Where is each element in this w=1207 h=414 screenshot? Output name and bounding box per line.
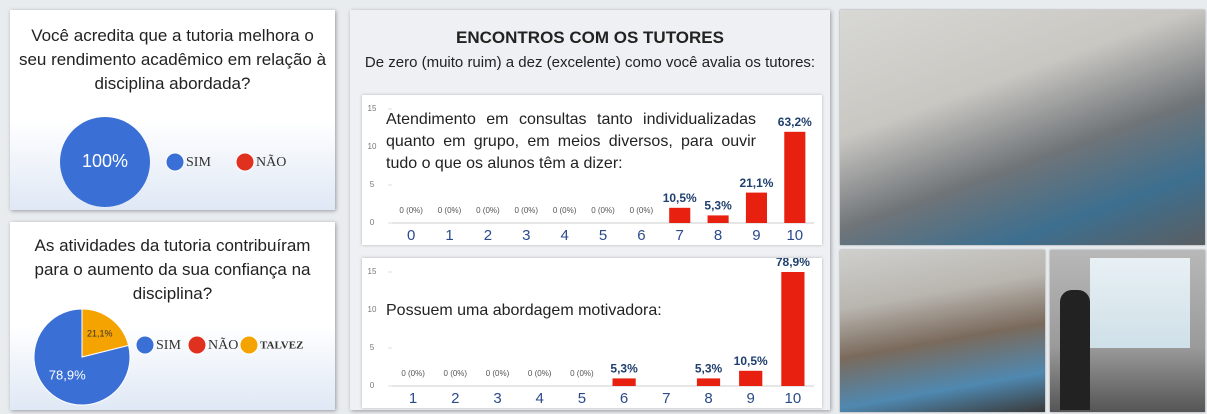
x-tick-label: 10	[785, 390, 802, 407]
annotation: Atendimento em consultas tanto individua…	[386, 111, 756, 172]
x-tick-label: 6	[620, 390, 628, 407]
x-tick-label: 9	[752, 227, 760, 244]
pie-chart: 78,9% SIM NÃO 21,1% TALVEZ	[33, 308, 303, 406]
legend-swatch	[135, 335, 155, 355]
pie-panel: As atividades da tutoria contribuíram pa…	[10, 222, 335, 410]
value-label: 0 (0%)	[476, 206, 500, 215]
person	[1060, 290, 1090, 410]
value-label: 78,9%	[49, 367, 86, 382]
x-tick-label: 3	[522, 227, 530, 244]
value-label: 0 (0%)	[514, 206, 538, 215]
x-tick-label: 5	[578, 390, 586, 407]
value-label: 0 (0%)	[553, 206, 577, 215]
y-tick-label: 5	[370, 180, 375, 189]
pie-slice	[81, 308, 130, 358]
legend-swatch	[235, 152, 255, 172]
panel-subtitle: De zero (muito ruim) a dez (excelente) c…	[364, 54, 816, 71]
x-tick-label: 1	[409, 390, 417, 407]
pie-panel: Você acredita que a tutoria melhora o se…	[10, 10, 335, 210]
x-tick-label: 1	[445, 227, 453, 244]
y-tick-label: 10	[368, 305, 377, 314]
x-tick-label: 3	[493, 390, 501, 407]
y-tick-label: 15	[368, 104, 377, 113]
x-tick-label: 10	[786, 227, 803, 244]
value-label: 21,1%	[87, 329, 113, 339]
bar	[745, 192, 768, 223]
photo	[1050, 250, 1205, 412]
value-label: 0 (0%)	[399, 206, 423, 215]
bar	[669, 207, 691, 223]
x-tick-label: 6	[637, 227, 645, 244]
pie-title: As atividades da tutoria contribuíram pa…	[34, 236, 311, 303]
x-tick-label: 8	[714, 227, 722, 244]
y-tick-label: 10	[368, 142, 377, 151]
pie-title: Você acredita que a tutoria melhora o se…	[18, 26, 327, 93]
bar-chart: 0 5 10 15 0 0 (0%) 1 0 (0%) 2 0 (0%) 3 0 (0%) 4 0 (0%…	[368, 104, 814, 244]
value-label: 0 (0%)	[528, 369, 552, 378]
value-label: 0 (0%)	[570, 369, 594, 378]
x-tick-label: 2	[451, 390, 459, 407]
bar	[739, 370, 763, 386]
photo	[840, 250, 1045, 412]
annotation: Possuem uma abordagem motivadora:	[386, 302, 662, 319]
legend-label: SIM	[156, 338, 181, 353]
x-tick-label: 5	[599, 227, 607, 244]
value-label: 78,9%	[776, 258, 810, 269]
x-tick-label: 8	[704, 390, 712, 407]
bar-panel: ENCONTROS COM OS TUTORES De zero (muito …	[350, 10, 830, 410]
y-tick-label: 0	[370, 381, 375, 390]
x-tick-label: 9	[747, 390, 755, 407]
bar	[784, 131, 806, 223]
value-label: 21,1%	[739, 176, 773, 190]
bar	[696, 378, 721, 386]
x-tick-label: 7	[662, 390, 670, 407]
legend-swatch	[239, 335, 259, 355]
y-tick-label: 15	[368, 267, 377, 276]
pie-chart: 100% SIM NÃO	[60, 117, 286, 207]
y-tick-label: 0	[370, 218, 375, 227]
legend-label: SIM	[186, 155, 211, 170]
value-label: 10,5%	[663, 191, 697, 205]
value-label: 0 (0%)	[438, 206, 462, 215]
value-label: 0 (0%)	[591, 206, 615, 215]
value-label: 100%	[82, 151, 128, 171]
legend-swatch	[187, 335, 207, 355]
bar-chart: 0 5 10 15 1 0 (0%) 2 0 (0%) 3 0 (0%) 4 0 (0%) 5 0 (0%…	[368, 258, 814, 407]
value-label: 5,3%	[704, 199, 732, 213]
bar	[707, 215, 729, 223]
value-label: 0 (0%)	[444, 369, 468, 378]
legend-label: NÃO	[208, 337, 238, 353]
value-label: 0 (0%)	[401, 369, 425, 378]
x-tick-label: 4	[560, 227, 568, 244]
value-label: 10,5%	[734, 354, 768, 368]
legend-label: TALVEZ	[260, 340, 303, 352]
bar	[781, 272, 805, 386]
value-label: 5,3%	[610, 362, 638, 376]
bar-box: 0 5 10 15 0 0 (0%) 1 0 (0%) 2 0 (0%) 3 0 (0%) 4 0 (0%…	[362, 95, 822, 245]
y-tick-label: 5	[370, 343, 375, 352]
value-label: 5,3%	[695, 362, 723, 376]
x-tick-label: 4	[536, 390, 544, 407]
x-tick-label: 7	[676, 227, 684, 244]
pie-slice	[60, 117, 150, 207]
projection	[1090, 258, 1190, 348]
legend-swatch	[165, 152, 185, 172]
legend-label: NÃO	[256, 154, 286, 170]
bar	[612, 378, 636, 386]
value-label: 0 (0%)	[630, 206, 654, 215]
x-tick-label: 0	[407, 227, 415, 244]
panel-title: ENCONTROS COM OS TUTORES	[456, 28, 724, 47]
x-tick-label: 2	[484, 227, 492, 244]
value-label: 63,2%	[778, 115, 812, 129]
pie-slice	[33, 308, 131, 406]
bar-box: 0 5 10 15 1 0 (0%) 2 0 (0%) 3 0 (0%) 4 0 (0%) 5 0 (0%…	[362, 258, 822, 408]
photo	[840, 10, 1205, 245]
value-label: 0 (0%)	[486, 369, 510, 378]
